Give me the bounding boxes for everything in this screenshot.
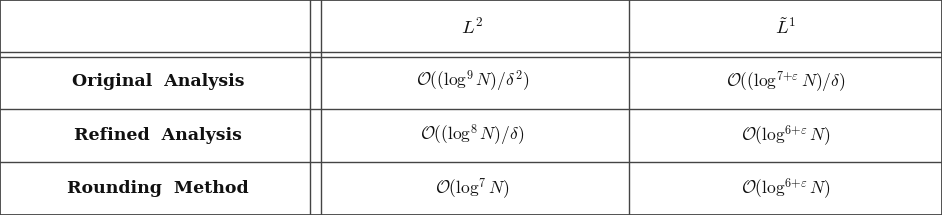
Text: $\tilde{L}^1$: $\tilde{L}^1$ — [775, 17, 796, 38]
Text: $\mathcal{O}(\log^{6+\varepsilon} N)$: $\mathcal{O}(\log^{6+\varepsilon} N)$ — [741, 123, 830, 148]
Text: Original  Analysis: Original Analysis — [72, 73, 244, 90]
Text: $\mathcal{O}((\log^9 N)/\delta^2)$: $\mathcal{O}((\log^9 N)/\delta^2)$ — [415, 69, 529, 94]
Text: $\mathcal{O}((\log^{7+\varepsilon} N)/\delta)$: $\mathcal{O}((\log^{7+\varepsilon} N)/\d… — [726, 69, 845, 94]
Text: Refined  Analysis: Refined Analysis — [73, 127, 242, 144]
Text: $L^2$: $L^2$ — [462, 17, 483, 38]
Text: $\mathcal{O}(\log^{6+\varepsilon} N)$: $\mathcal{O}(\log^{6+\varepsilon} N)$ — [741, 176, 830, 201]
Text: Rounding  Method: Rounding Method — [67, 180, 249, 197]
Text: $\mathcal{O}(\log^7 N)$: $\mathcal{O}(\log^7 N)$ — [435, 176, 510, 201]
Text: $\mathcal{O}((\log^8 N)/\delta)$: $\mathcal{O}((\log^8 N)/\delta)$ — [420, 123, 525, 148]
